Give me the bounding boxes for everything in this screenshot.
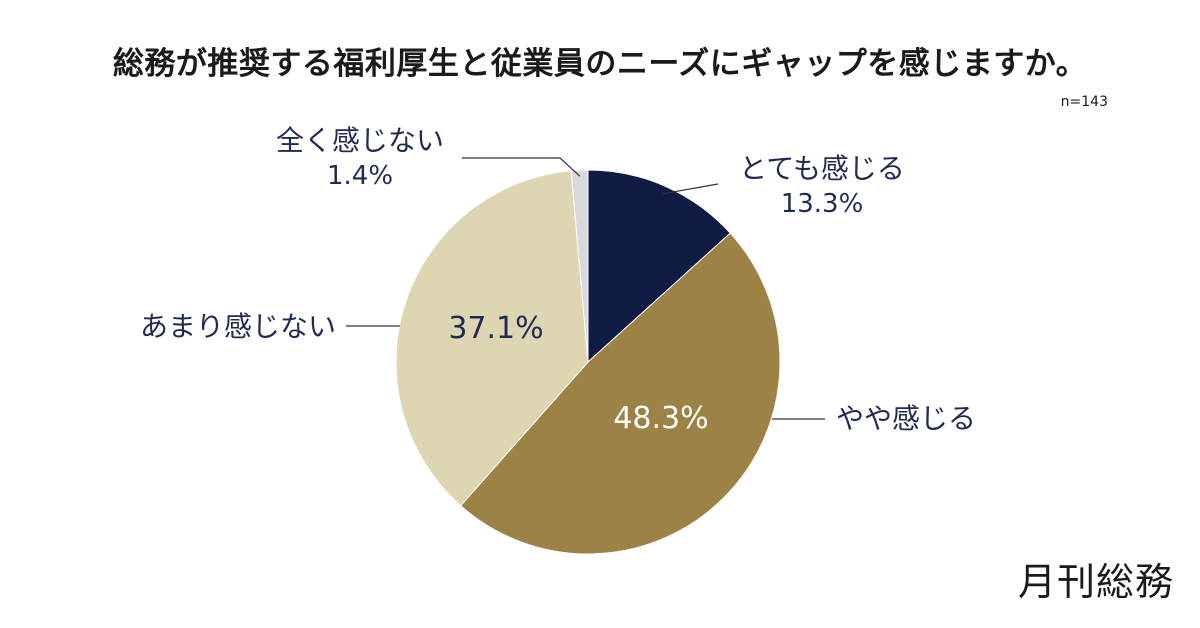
sample-size-label: n=143 — [1060, 94, 1108, 110]
leader-line-3 — [462, 157, 581, 177]
pie-slice-3 — [570, 169, 589, 363]
pie-slice-1 — [459, 232, 781, 555]
leader-line-0 — [662, 183, 719, 195]
pie-slice-2 — [395, 170, 589, 507]
slice-label-0: とても感じる — [739, 152, 905, 185]
pie-slice-0 — [587, 169, 732, 364]
brand-logo: 月刊総務 — [1017, 560, 1174, 604]
chart-title: 総務が推奨する福利厚生と従業員のニーズにギャップを感じますか。 — [112, 46, 1088, 82]
slice-label-3: 全く感じない — [276, 124, 444, 157]
slice-label-1: やや感じる — [836, 402, 976, 435]
slice-value-0: 13.3% — [781, 189, 864, 219]
slice-label-2: あまり感じない — [140, 310, 336, 343]
slice-value-3: 1.4% — [327, 161, 393, 191]
slice-value-2: 37.1% — [448, 311, 543, 346]
slice-value-1: 48.3% — [613, 401, 708, 436]
